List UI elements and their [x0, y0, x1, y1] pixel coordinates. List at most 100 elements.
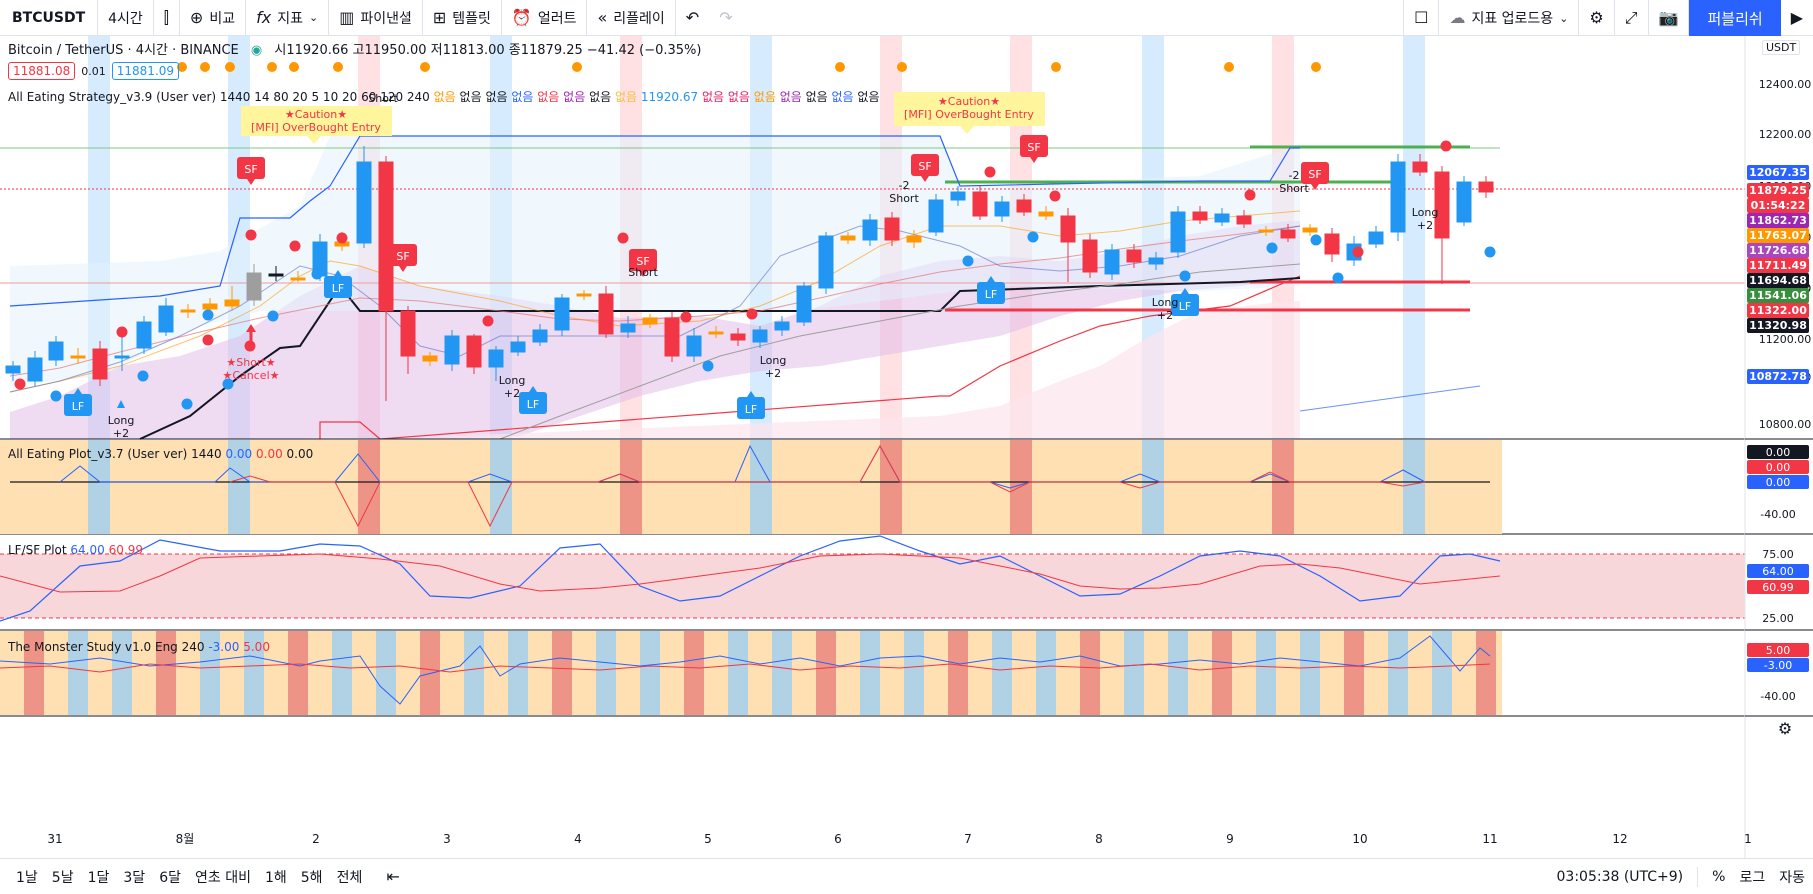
financials-button[interactable]: ▥ 파이낸셜	[329, 0, 423, 36]
range-button[interactable]: 전체	[336, 869, 363, 886]
time-axis[interactable]: 31 8월 2 3 4 5 6 7 8 9 10 11 12 1	[47, 832, 1751, 846]
compare-button[interactable]: ⊕ 비교	[180, 0, 247, 36]
pane4-band	[1476, 631, 1496, 715]
price-label: 11322.00	[1749, 304, 1807, 317]
symbol-search[interactable]: BTCUSDT	[0, 0, 99, 36]
settings-button[interactable]: ⚙	[1579, 0, 1615, 36]
pane2-band	[88, 440, 110, 534]
signal-dot	[617, 232, 629, 244]
price-label-bg	[1747, 288, 1809, 303]
header-dot	[289, 62, 299, 72]
replay-button[interactable]: « 리플레이	[587, 0, 676, 36]
goto-date-icon[interactable]: ⇤	[386, 867, 400, 886]
range-button[interactable]: 1날	[16, 869, 38, 886]
price-tick: 12400.00	[1759, 78, 1812, 91]
play-button[interactable]: ▶	[1781, 0, 1813, 36]
layout-button[interactable]: ☁ 지표 업로드용 ⌄	[1439, 0, 1580, 36]
sf-marker-2[interactable]: SF	[389, 244, 417, 272]
currency-label[interactable]: USDT	[1762, 40, 1801, 55]
pane4-scale-label: 5.00	[1766, 644, 1791, 657]
indicators-button[interactable]: fx 지표 ⌄	[246, 0, 330, 36]
pane2-band	[750, 440, 772, 534]
chart-settings-button[interactable]: ⚙	[1778, 719, 1792, 738]
price-label-bg	[1747, 303, 1809, 318]
strategy-value: 없음	[507, 90, 534, 104]
red-lower-fill	[10, 301, 1300, 439]
price-label-bg	[1747, 258, 1809, 273]
publish-button[interactable]: 퍼블리쉬	[1689, 0, 1781, 36]
signal-dot	[1440, 140, 1452, 152]
candle-body	[290, 277, 306, 281]
signal-dot	[222, 378, 234, 390]
pane4-band	[1300, 631, 1320, 715]
range-button[interactable]: 1해	[264, 869, 287, 886]
pane2-content	[0, 440, 1502, 534]
undo-button[interactable]: ↶	[676, 0, 709, 36]
candle-body	[906, 235, 922, 243]
chart-area[interactable]: LF LF LF LF LF LF SF SF SF SF SF SF ★Cau…	[0, 36, 1813, 858]
sf-marker-3[interactable]: SF	[629, 249, 657, 277]
candle-body	[1434, 171, 1450, 239]
fullscreen-toggle[interactable]: ☐	[1403, 0, 1440, 36]
bid-ask-row: 11881.08 0.01 11881.09	[8, 62, 180, 80]
redo-button[interactable]: ↷	[709, 0, 742, 36]
range-button[interactable]: 1달	[87, 869, 110, 886]
pane3-label-bg	[1747, 580, 1809, 594]
range-button[interactable]: 3달	[123, 869, 146, 886]
range-button[interactable]: 5날	[51, 869, 74, 886]
pane4-legend[interactable]: The Monster Study v1.0 Eng 240 -3.00 5.0…	[8, 640, 270, 654]
pane3-name: LF/SF Plot	[8, 543, 67, 557]
range-button[interactable]: 6달	[159, 869, 181, 886]
bid-price[interactable]: 11881.08	[8, 62, 76, 80]
lf-marker-6[interactable]: LF	[1171, 288, 1199, 316]
sf-marker-6[interactable]: SF	[1301, 162, 1329, 190]
auto-toggle[interactable]: 자동	[1779, 870, 1805, 886]
pane2-legend[interactable]: All Eating Plot_v3.7 (User ver) 1440 0.0…	[8, 447, 313, 461]
pane4-band	[156, 631, 176, 715]
clock[interactable]: 03:05:38 (UTC+9)	[1556, 869, 1684, 885]
candle-body	[422, 355, 438, 362]
strategy-legend[interactable]: All Eating Strategy_v3.9 (User ver) 1440…	[8, 88, 880, 105]
chart-type-button[interactable]: ⫿	[154, 0, 180, 36]
snapshot-button[interactable]: 📷	[1649, 0, 1690, 36]
chart-svg[interactable]: LF LF LF LF LF LF SF SF SF SF SF SF ★Cau…	[0, 36, 1813, 858]
lf-marker-4[interactable]: LF	[737, 391, 765, 419]
sf-marker-5[interactable]: SF	[1020, 135, 1048, 163]
strategy-value: 없음	[455, 90, 482, 104]
lf-marker-5[interactable]: LF	[977, 276, 1005, 304]
lf-marker-3[interactable]: LF	[519, 386, 547, 414]
alerts-button[interactable]: ⏰ 얼러트	[502, 0, 588, 36]
expand-button[interactable]: ⤢	[1615, 0, 1649, 36]
pane4-band	[992, 631, 1012, 715]
range-button[interactable]: 5해	[300, 869, 323, 886]
interval-selector[interactable]: 4시간	[98, 0, 154, 36]
symbol-title[interactable]: Bitcoin / TetherUS · 4시간 · BINANCE	[8, 43, 239, 58]
candle-body	[1302, 227, 1318, 233]
caution-desc: [MFI] OverBought Entry	[904, 108, 1034, 121]
range-buttons: 1날 5날 1달 3달 6달 연초 대비 1해 5해 전체	[0, 867, 368, 887]
signal-dot	[202, 309, 214, 321]
header-dot	[1051, 62, 1061, 72]
long-plus2: +2	[765, 367, 781, 380]
lf-marker-2[interactable]: LF	[324, 270, 352, 298]
short-label-1: Short	[368, 92, 398, 105]
price-label: 11726.68	[1749, 244, 1807, 257]
chevron-down-icon: ⌄	[308, 11, 319, 24]
percent-toggle[interactable]: %	[1712, 869, 1726, 885]
log-toggle[interactable]: 로그	[1739, 870, 1766, 886]
pane4-band	[1036, 631, 1056, 715]
candle-body	[642, 317, 658, 325]
cancel-text: ★Cancel★	[223, 369, 280, 382]
play-circle-icon: ▶	[1790, 8, 1803, 27]
range-button[interactable]: 연초 대비	[194, 869, 251, 886]
sf-marker-1[interactable]: SF	[237, 157, 265, 185]
candle-body	[1368, 231, 1384, 245]
lf-marker-1[interactable]: LF	[64, 388, 92, 416]
templates-button[interactable]: ⊞ 템플릿	[423, 0, 502, 36]
pane4-label-bg	[1747, 643, 1809, 657]
pane3-legend[interactable]: LF/SF Plot 64.00 60.99	[8, 543, 143, 557]
strategy-value: 없음	[853, 90, 880, 104]
sf-marker-4[interactable]: SF	[911, 154, 939, 182]
ask-price[interactable]: 11881.09	[111, 62, 180, 80]
candle-body	[1280, 229, 1296, 239]
